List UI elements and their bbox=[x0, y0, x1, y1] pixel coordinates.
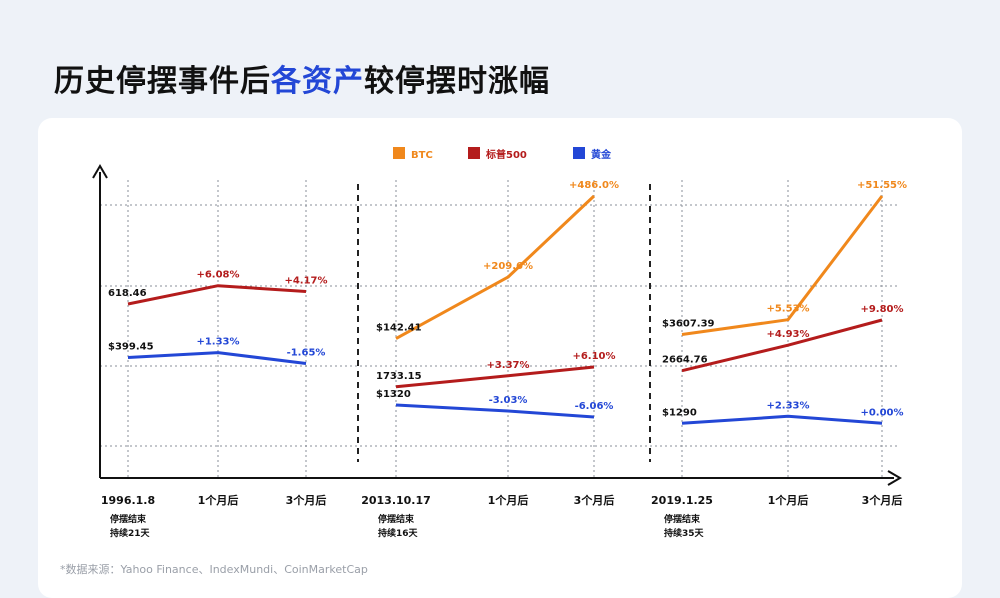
series-line-btc bbox=[395, 194, 596, 340]
data-label-change-gold: +2.33% bbox=[766, 400, 809, 411]
data-label-change-sp500: +6.08% bbox=[196, 270, 239, 281]
data-label-change-btc: +209.6% bbox=[483, 261, 533, 272]
legend-label-sp500: 标普500 bbox=[485, 148, 527, 161]
x-axis-arrow bbox=[887, 470, 902, 486]
data-label-start-gold: $1290 bbox=[662, 407, 697, 418]
x-tick-note: 停摆结束 bbox=[110, 513, 147, 525]
x-tick-note: 持续21天 bbox=[110, 527, 151, 539]
data-label-change-gold: +1.33% bbox=[196, 337, 239, 348]
series-line-sp500 bbox=[681, 318, 883, 373]
data-label-start-btc: $3607.39 bbox=[662, 319, 715, 330]
data-label-change-sp500: +6.10% bbox=[572, 351, 615, 362]
x-tick-label: 1996.1.8 bbox=[101, 494, 155, 507]
x-tick-label: 1个月后 bbox=[198, 493, 239, 507]
x-tick-label: 1个月后 bbox=[488, 493, 529, 507]
data-label-change-sp500: +3.37% bbox=[486, 360, 529, 371]
data-label-change-sp500: +9.80% bbox=[860, 304, 903, 315]
series-line-btc bbox=[681, 195, 884, 336]
data-label-change-gold: +0.00% bbox=[860, 407, 903, 418]
data-label-change-btc: +486.0% bbox=[569, 180, 619, 191]
data-label-start-sp500: 1733.15 bbox=[376, 371, 422, 382]
legend-label-btc: BTC bbox=[411, 150, 433, 161]
x-tick-label: 2013.10.17 bbox=[361, 494, 431, 507]
data-label-change-gold: -3.03% bbox=[489, 395, 528, 406]
data-label-start-gold: $1320 bbox=[376, 389, 411, 400]
data-label-start-sp500: 2664.76 bbox=[662, 355, 708, 366]
data-label-change-sp500: +4.93% bbox=[766, 329, 809, 340]
title-highlight: 各资产 bbox=[271, 64, 364, 99]
title-part2: 较停摆时涨幅 bbox=[364, 64, 550, 99]
data-label-start-btc: $142.41 bbox=[376, 323, 422, 334]
title-part1: 历史停摆事件后 bbox=[54, 64, 271, 99]
series-line-sp500 bbox=[395, 365, 595, 389]
x-tick-label: 3个月后 bbox=[862, 493, 903, 507]
x-tick-note: 停摆结束 bbox=[664, 513, 701, 525]
page-title: 历史停摆事件后各资产较停摆时涨幅 bbox=[54, 56, 550, 100]
legend-swatch-gold bbox=[573, 147, 585, 159]
data-label-change-gold: -6.06% bbox=[575, 401, 614, 412]
x-tick-note: 持续16天 bbox=[378, 527, 419, 539]
legend-label-gold: 黄金 bbox=[591, 148, 612, 161]
x-tick-label: 1个月后 bbox=[768, 493, 809, 507]
series-line-sp500 bbox=[127, 284, 307, 306]
data-label-change-btc: +51.55% bbox=[857, 180, 907, 191]
data-label-change-btc: +5.53% bbox=[766, 304, 809, 315]
data-label-change-gold: -1.65% bbox=[287, 348, 326, 359]
x-tick-label: 3个月后 bbox=[286, 493, 327, 507]
chart-card: BTC 标普500 黄金 1996.1.8 1个月后 3个月后停摆结束持续21天 618.4… bbox=[38, 118, 962, 598]
x-tick-label: 2019.1.25 bbox=[651, 494, 713, 507]
y-axis-arrow bbox=[92, 164, 108, 179]
series-line-gold bbox=[127, 351, 307, 365]
data-label-start-sp500: 618.46 bbox=[108, 288, 147, 299]
x-tick-label: 3个月后 bbox=[574, 493, 615, 507]
x-tick-note: 持续35天 bbox=[664, 527, 705, 539]
data-label-change-sp500: +4.17% bbox=[284, 275, 327, 286]
legend-swatch-sp500 bbox=[468, 147, 480, 159]
legend-swatch-btc bbox=[393, 147, 405, 159]
data-source-note: *数据来源：Yahoo Finance、IndexMundi、CoinMarke… bbox=[60, 563, 368, 576]
series-line-gold bbox=[681, 414, 883, 425]
x-tick-note: 停摆结束 bbox=[378, 513, 415, 525]
data-label-start-gold: $399.45 bbox=[108, 342, 154, 353]
series-line-gold bbox=[395, 403, 595, 419]
